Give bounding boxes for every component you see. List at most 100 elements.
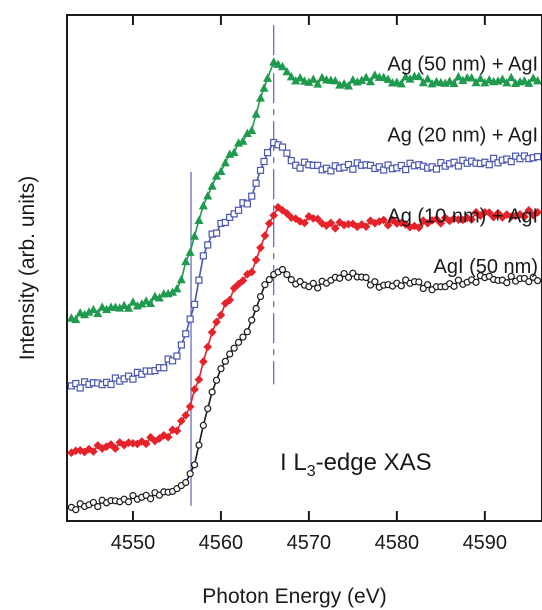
- x-axis-ticks: 4550 4560 4570 4580 4590: [111, 15, 507, 554]
- point-agi-50-nm-18: [146, 495, 155, 503]
- point-agi-50-nm-69: [371, 278, 379, 286]
- point-ag-20-nm-agi-29: [195, 276, 203, 284]
- point-ag-50-nm-agi-100: [506, 72, 516, 82]
- point-ag-20-nm-agi-41: [248, 192, 256, 200]
- point-ag-50-nm-agi-29: [194, 215, 204, 225]
- point-agi-50-nm-99: [503, 279, 511, 287]
- point-ag-50-nm-agi-68: [365, 76, 375, 86]
- point-ag-10-nm-agi-28: [190, 385, 199, 394]
- point-ag-10-nm-agi-42: [251, 255, 261, 265]
- point-ag-50-nm-agi-106: [533, 76, 542, 85]
- point-agi-50-nm-56: [314, 284, 322, 292]
- point-ag-50-nm-agi-42: [251, 109, 261, 118]
- point-ag-50-nm-agi-34: [216, 166, 226, 176]
- point-agi-50-nm-28: [190, 461, 199, 469]
- series-ag-50-nm-agi: [66, 57, 542, 324]
- series-ag-10-nm-agi: [67, 202, 542, 458]
- point-ag-50-nm-agi-75: [396, 79, 406, 88]
- x-tick-label-4550: 4550: [111, 532, 156, 554]
- point-agi-50-nm-44: [261, 281, 269, 289]
- point-ag-20-nm-agi-26: [182, 330, 190, 338]
- point-agi-50-nm-32: [208, 388, 216, 396]
- x-axis-title: Photon Energy (eV): [202, 585, 386, 608]
- point-ag-10-nm-agi-43: [256, 243, 265, 253]
- series-ag-20-nm-agi: [67, 138, 542, 392]
- point-ag-50-nm-agi-55: [308, 74, 318, 83]
- point-ag-20-nm-agi-25: [177, 341, 185, 349]
- point-ag-50-nm-agi-67: [361, 72, 371, 82]
- point-ag-50-nm-agi-46: [269, 57, 279, 66]
- point-ag-50-nm-agi-37: [229, 147, 239, 157]
- point-agi-50-nm-50: [287, 276, 295, 284]
- point-ag-20-nm-agi-38: [234, 206, 243, 214]
- point-ag-50-nm-agi-41: [247, 125, 257, 134]
- point-ag-10-nm-agi-67: [361, 222, 371, 232]
- point-ag-20-nm-agi-106: [534, 153, 542, 161]
- point-ag-50-nm-agi-32: [207, 181, 217, 190]
- point-ag-20-nm-agi-2: [76, 384, 84, 392]
- point-ag-10-nm-agi-33: [212, 317, 221, 327]
- point-agi-50-nm-5: [89, 498, 97, 507]
- point-ag-50-nm-agi-99: [502, 78, 512, 87]
- x-tick-label-4580: 4580: [375, 532, 420, 554]
- point-agi-50-nm-80: [419, 284, 427, 293]
- point-ag-10-nm-agi-73: [388, 215, 397, 225]
- point-ag-10-nm-agi-22: [163, 432, 173, 442]
- point-ag-50-nm-agi-49: [282, 66, 292, 76]
- point-ag-20-nm-agi-59: [327, 167, 335, 175]
- point-ag-20-nm-agi-30: [199, 252, 207, 260]
- point-agi-50-nm-62: [340, 269, 348, 278]
- point-ag-20-nm-agi-27: [186, 315, 194, 323]
- point-ag-50-nm-agi-87: [449, 78, 459, 88]
- point-ag-20-nm-agi-100: [507, 158, 515, 166]
- x-tick-label-4570: 4570: [287, 532, 332, 554]
- point-ag-10-nm-agi-96: [489, 212, 498, 222]
- point-ag-20-nm-agi-33: [212, 229, 221, 237]
- point-agi-50-nm-26: [182, 478, 190, 487]
- point-ag-20-nm-agi-44: [260, 157, 268, 166]
- point-agi-50-nm-104: [525, 278, 533, 286]
- point-ag-50-nm-agi-91: [467, 73, 477, 82]
- point-ag-20-nm-agi-95: [485, 161, 493, 169]
- point-ag-50-nm-agi-24: [172, 283, 182, 293]
- point-agi-50-nm-75: [397, 282, 405, 290]
- point-ag-20-nm-agi-56: [314, 161, 322, 169]
- point-ag-20-nm-agi-83: [432, 165, 441, 173]
- point-ag-20-nm-agi-24: [173, 352, 181, 360]
- point-ag-10-nm-agi-31: [203, 342, 213, 352]
- series-agi-50-nm: [67, 265, 542, 514]
- point-ag-50-nm-agi-44: [259, 83, 269, 92]
- point-ag-10-nm-agi-84: [436, 218, 446, 228]
- series-labels: Ag (50 nm) + AgI Ag (20 nm) + AgI Ag (10 n…: [387, 54, 538, 278]
- point-ag-10-nm-agi-106: [533, 207, 542, 217]
- point-ag-20-nm-agi-14: [129, 375, 137, 383]
- point-ag-20-nm-agi-88: [454, 162, 463, 170]
- point-ag-20-nm-agi-75: [397, 161, 405, 170]
- point-agi-50-nm-30: [199, 421, 207, 429]
- point-ag-10-nm-agi-45: [264, 219, 274, 228]
- point-ag-20-nm-agi-45: [263, 149, 272, 157]
- series-line-ag-10-nm-agi: [71, 206, 539, 454]
- point-ag-50-nm-agi-62: [339, 79, 349, 88]
- point-ag-20-nm-agi-23: [168, 357, 177, 365]
- point-agi-50-nm-39: [239, 333, 247, 341]
- point-ag-20-nm-agi-76: [402, 165, 410, 174]
- point-agi-50-nm-36: [226, 350, 234, 358]
- annotation-prefix: I L: [280, 449, 307, 476]
- point-ag-10-nm-agi-95: [484, 208, 494, 217]
- point-ag-10-nm-agi-103: [520, 212, 529, 222]
- point-agi-50-nm-81: [424, 281, 432, 289]
- plot-frame: [66, 14, 542, 522]
- point-ag-50-nm-agi-31: [203, 191, 213, 200]
- point-ag-20-nm-agi-40: [243, 200, 251, 208]
- point-ag-20-nm-agi-49: [283, 149, 291, 157]
- point-ag-50-nm-agi-63: [343, 81, 353, 90]
- point-ag-10-nm-agi-29: [194, 375, 204, 384]
- point-agi-50-nm-43: [256, 292, 265, 301]
- point-ag-50-nm-agi-93: [475, 73, 485, 83]
- point-ag-10-nm-agi-97: [493, 208, 503, 218]
- point-ag-50-nm-agi-103: [519, 76, 529, 85]
- point-ag-50-nm-agi-30: [198, 200, 208, 210]
- point-ag-20-nm-agi-71: [380, 166, 388, 174]
